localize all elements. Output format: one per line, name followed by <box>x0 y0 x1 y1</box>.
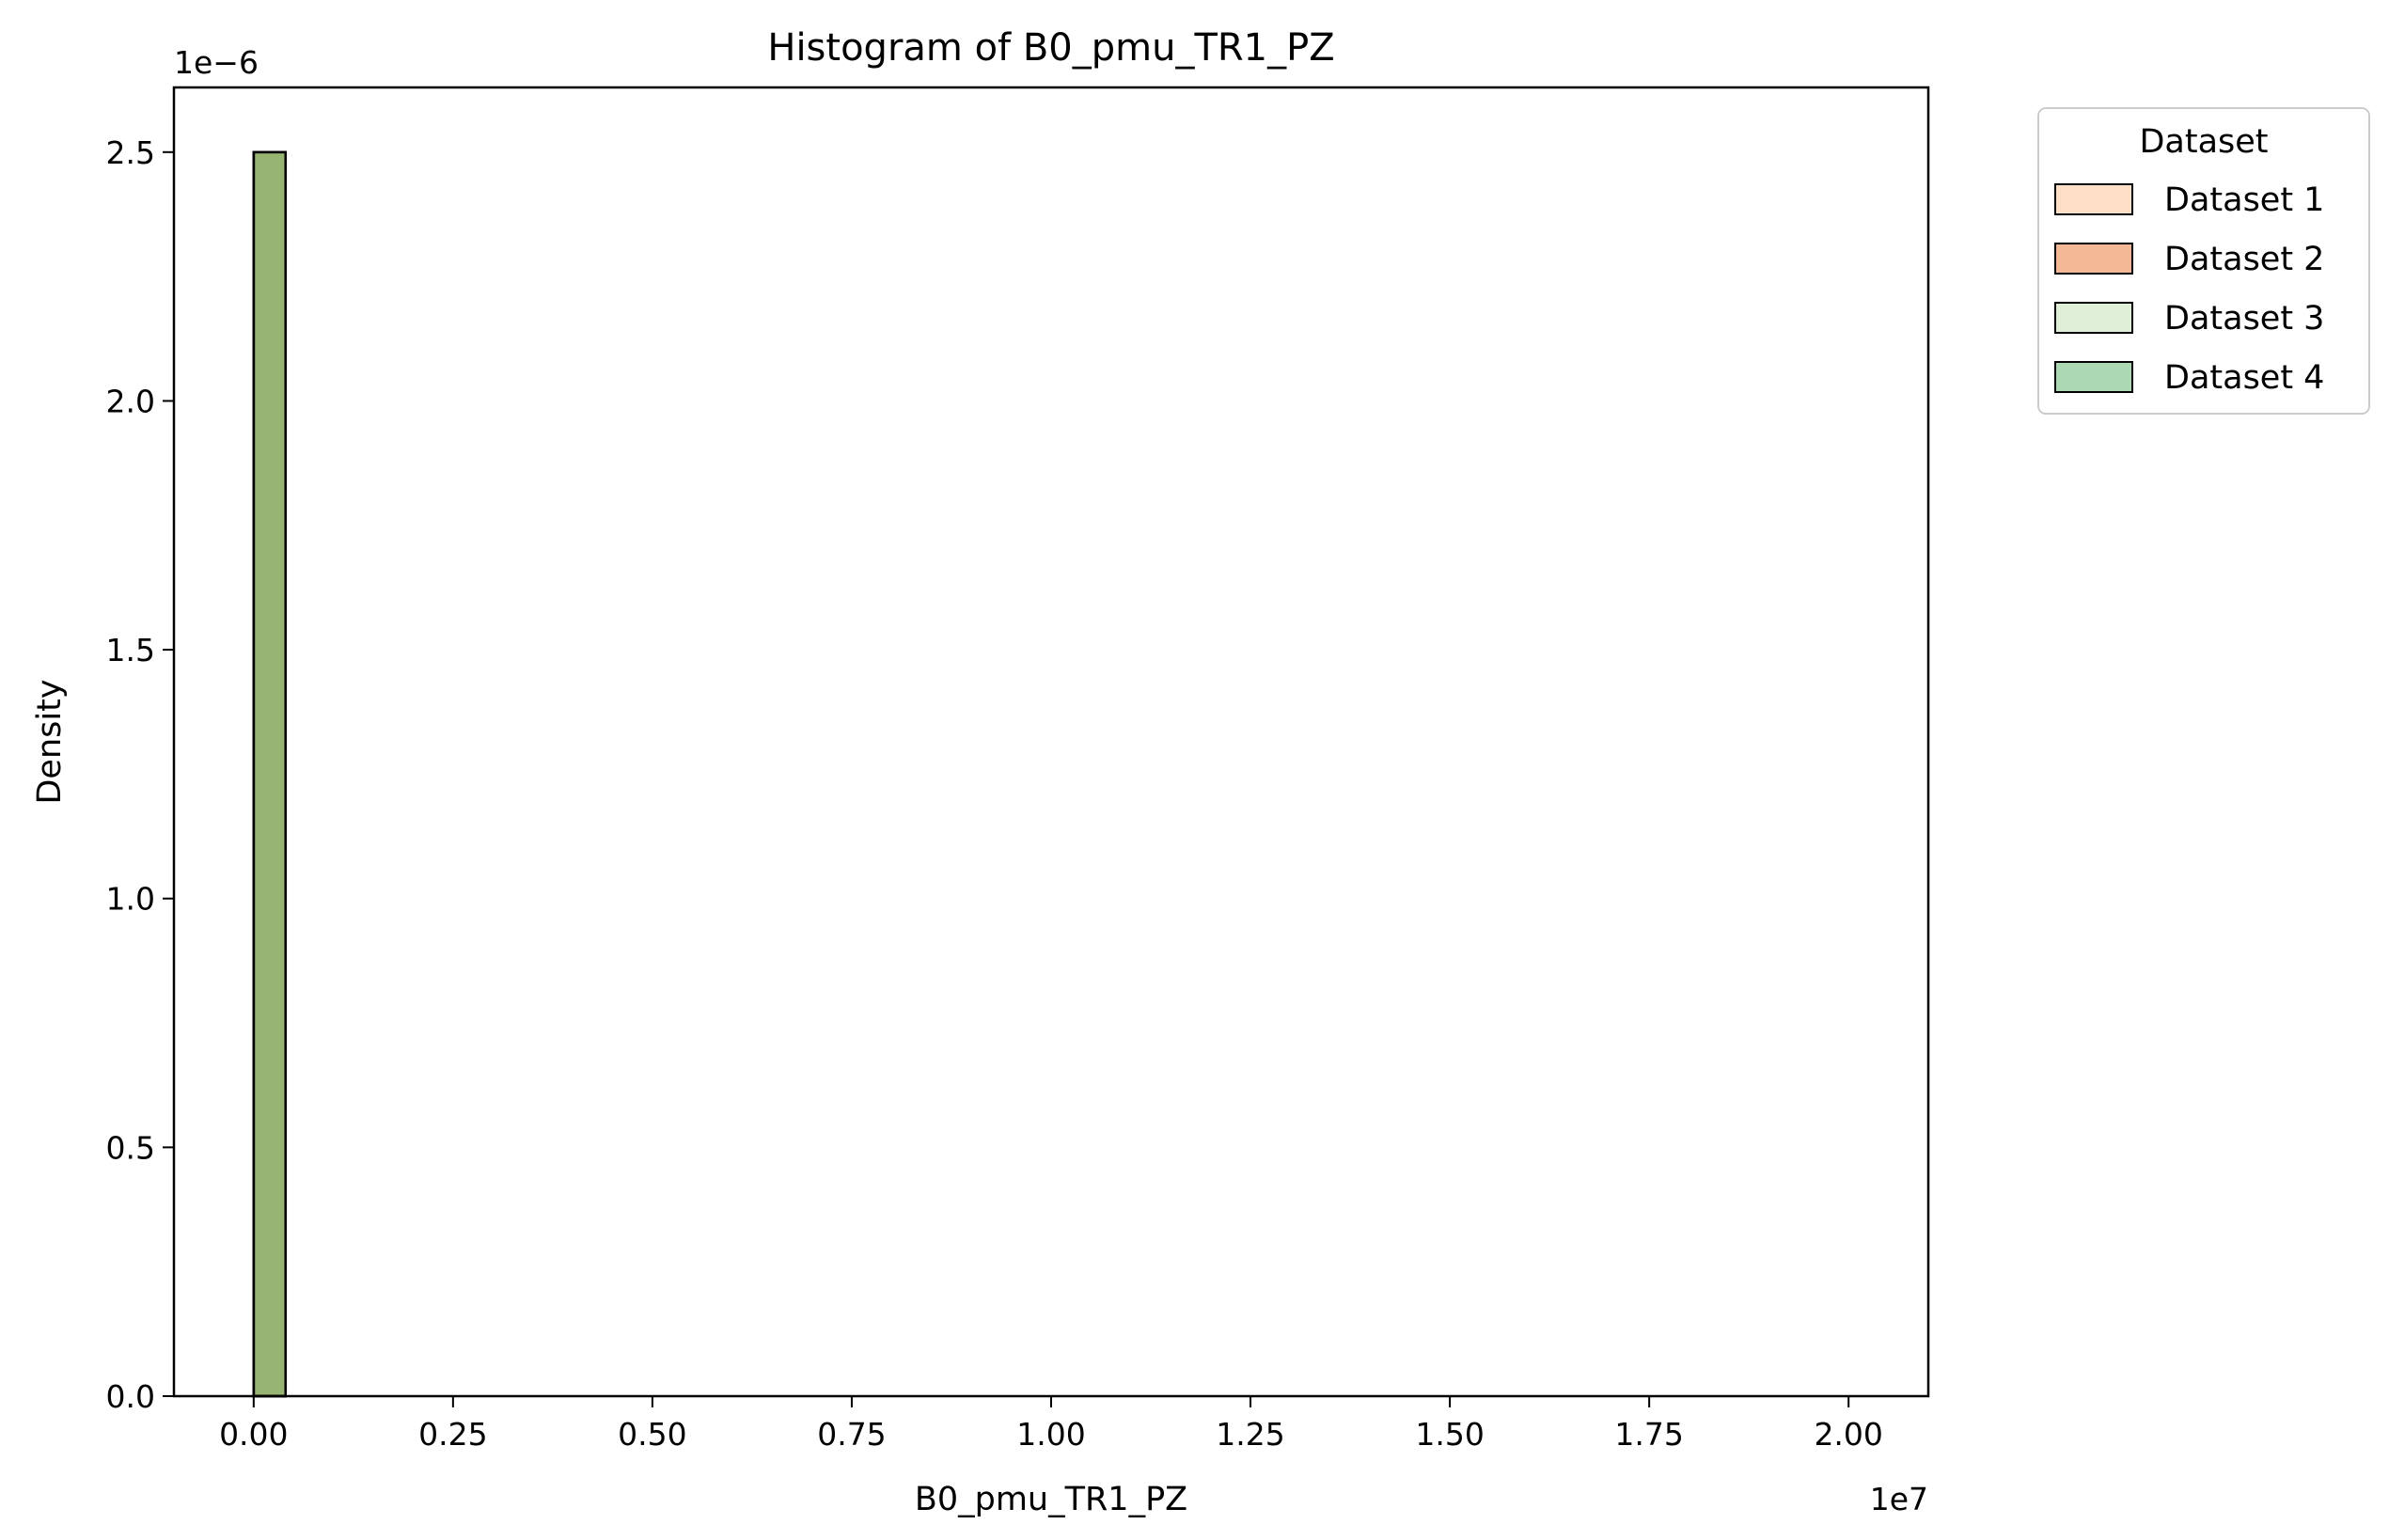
x-tick-label: 1.00 <box>1016 1416 1085 1453</box>
y-tick-label: 2.5 <box>106 134 155 171</box>
x-axis-ticks: 0.00 0.25 0.50 0.75 1.00 1.25 1.50 1.75 2.00 <box>219 1396 1883 1453</box>
x-tick-label: 0.25 <box>418 1416 487 1453</box>
y-tick-label: 1.0 <box>106 881 155 918</box>
histogram-bar-overlap <box>253 151 286 1397</box>
y-tick-label: 1.5 <box>106 632 155 668</box>
y-axis-ticks: 0.0 0.5 1.0 1.5 2.0 2.5 <box>106 134 174 1415</box>
y-tick-label: 0.5 <box>106 1129 155 1166</box>
legend-label-2: Dataset 2 <box>2164 241 2324 278</box>
x-tick-label: 2.00 <box>1814 1416 1882 1453</box>
legend-swatch-3 <box>2054 302 2133 334</box>
legend-swatch-2 <box>2054 243 2133 275</box>
x-tick-label: 1.75 <box>1614 1416 1683 1453</box>
y-axis-offset-label: 1e−6 <box>174 44 259 81</box>
y-axis-label: Density <box>31 679 69 804</box>
histogram-bars <box>252 150 287 1398</box>
x-axis-label: B0_pmu_TR1_PZ <box>915 1481 1187 1518</box>
legend-title: Dataset <box>2139 123 2268 161</box>
plot-background <box>174 87 1928 1396</box>
x-tick-label: 0.50 <box>618 1416 686 1453</box>
y-tick-label: 2.0 <box>106 383 155 419</box>
y-tick-label: 0.0 <box>106 1378 155 1415</box>
legend-label-1: Dataset 1 <box>2164 181 2324 219</box>
legend-swatch-1 <box>2054 183 2133 215</box>
legend-label-4: Dataset 4 <box>2164 359 2324 397</box>
x-axis-offset-label: 1e7 <box>1870 1481 1928 1517</box>
plot-area <box>172 86 1930 1398</box>
legend-swatch-4 <box>2054 361 2133 393</box>
x-tick-label: 0.00 <box>219 1416 288 1453</box>
legend-entries: Dataset 1 Dataset 2 Dataset 3 Dataset 4 <box>2054 181 2324 397</box>
x-tick-label: 1.25 <box>1216 1416 1284 1453</box>
legend-label-3: Dataset 3 <box>2164 300 2324 338</box>
x-tick-label: 1.50 <box>1415 1416 1484 1453</box>
chart-title: Histogram of B0_pmu_TR1_PZ <box>767 26 1334 70</box>
x-tick-label: 0.75 <box>817 1416 886 1453</box>
